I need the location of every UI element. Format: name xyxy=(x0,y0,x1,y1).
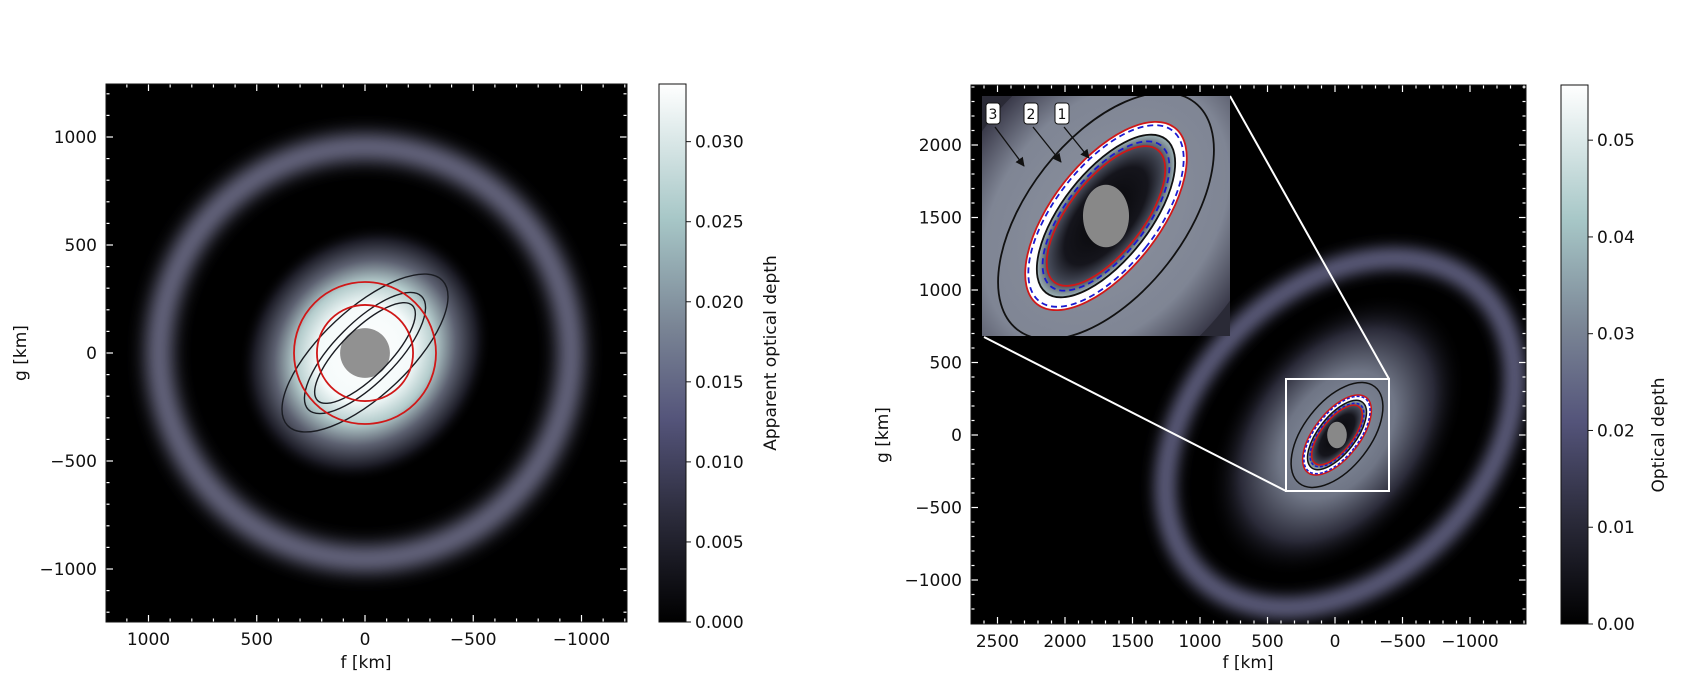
right-colorbar-tick-label: 0.00 xyxy=(1597,615,1635,635)
right-axis-ticks: 2500 2000 1500 1000 500 0 −500 −100020001500100… xyxy=(904,85,1526,652)
red-contour xyxy=(293,281,437,425)
right-colorbar-tick-label: 0.04 xyxy=(1597,228,1635,248)
right-image: 3 2 1 xyxy=(971,85,1526,624)
left-y-tick-label: −1000 xyxy=(39,560,97,580)
right-colorbar-tick-label: 0.05 xyxy=(1597,131,1635,151)
left-colorbar xyxy=(658,83,687,623)
right-x-tick-label: −500 xyxy=(1379,632,1426,652)
right-y-tick-label: 2000 xyxy=(919,136,962,156)
red-contour xyxy=(1301,394,1373,476)
right-colorbar-label: Optical depth xyxy=(1649,378,1669,493)
right-y-tick-label: −500 xyxy=(915,499,962,519)
left-outer-ring xyxy=(146,134,584,572)
right-y-tick-label: 1000 xyxy=(919,281,962,301)
left-axes-frame xyxy=(105,83,628,623)
black-contour xyxy=(313,301,417,405)
inset-annotations: 3 2 1 xyxy=(985,102,1090,167)
left-xlabel: f [km] xyxy=(340,653,391,673)
left-x-tick-label: 1000 xyxy=(127,630,170,650)
planet-disk xyxy=(1082,184,1130,248)
planet-disk xyxy=(1327,421,1347,449)
zoom-box xyxy=(1285,378,1390,492)
left-colorbar-tick-label: 0.015 xyxy=(695,373,744,393)
right-x-tick-label: 500 xyxy=(1251,632,1283,652)
red-contour xyxy=(316,304,414,402)
right-y-tick-label: −1000 xyxy=(904,571,962,591)
left-colorbar-tick-label: 0.020 xyxy=(695,293,744,313)
right-y-tick-label: 0 xyxy=(951,426,962,446)
left-axis-ticks: 1000 500 0 −500 −1000 1000 500 0 −500 −1000 xyxy=(39,84,627,650)
right-x-tick-label: 1000 xyxy=(1178,632,1221,652)
right-axes-frame xyxy=(970,84,1527,625)
annotation-label: 1 xyxy=(1058,107,1067,123)
left-colorbar-tick-label: 0.025 xyxy=(695,213,744,233)
left-y-tick-label: 0 xyxy=(86,344,97,364)
right-outer-ring xyxy=(1154,247,1526,619)
right-colorbar-ticks: 0.00 0.01 0.02 0.03 0.04 0.05 xyxy=(1588,131,1635,635)
left-x-tick-label: 0 xyxy=(360,630,371,650)
right-y-tick-label: 500 xyxy=(930,354,962,374)
left-contours xyxy=(281,273,449,433)
left-y-tick-label: 500 xyxy=(65,236,97,256)
left-colorbar-tick-label: 0.030 xyxy=(695,133,744,153)
left-colorbar-tick-label: 0.000 xyxy=(695,613,744,633)
right-colorbar-tick-label: 0.02 xyxy=(1597,421,1635,441)
left-colorbar-tick-label: 0.005 xyxy=(695,533,744,553)
left-ylabel: g [km] xyxy=(11,325,31,381)
right-contours xyxy=(1290,381,1384,489)
right-x-tick-label: 1500 xyxy=(1111,632,1154,652)
left-y-tick-label: 1000 xyxy=(54,128,97,148)
black-contour xyxy=(303,291,427,415)
annotation-label: 3 xyxy=(989,107,998,123)
annotation-arrow xyxy=(1032,126,1062,163)
red-contour xyxy=(1311,404,1363,466)
right-x-tick-label: 2000 xyxy=(1043,632,1086,652)
right-panel: 3 2 1 2500 2000 1500 1000 500 0 −500 −1000 2000 150… xyxy=(873,84,1669,673)
black-contour xyxy=(1290,381,1384,489)
left-panel: 1000 500 0 −500 −1000 1000 500 0 −500 −1000 f [km… xyxy=(11,83,781,673)
right-x-tick-label: 0 xyxy=(1330,632,1341,652)
right-ylabel: g [km] xyxy=(873,407,893,463)
left-x-tick-label: −1000 xyxy=(553,630,611,650)
planet-disk xyxy=(340,328,390,378)
black-contour xyxy=(281,273,449,433)
right-y-tick-label: 1500 xyxy=(919,209,962,229)
left-image xyxy=(106,84,627,622)
right-colorbar-tick-label: 0.01 xyxy=(1597,518,1635,538)
black-contour xyxy=(1306,399,1368,471)
inset-contours xyxy=(997,96,1215,336)
red-contour xyxy=(1045,145,1167,287)
annotation-box xyxy=(1023,102,1039,125)
left-colorbar-tick-label: 0.010 xyxy=(695,453,744,473)
blue-dashed-contour xyxy=(1027,124,1185,308)
annotation-box xyxy=(985,102,1001,125)
black-contour xyxy=(1035,133,1177,299)
annotation-arrow xyxy=(1063,126,1090,159)
right-xlabel: f [km] xyxy=(1222,653,1273,673)
left-colorbar-label: Apparent optical depth xyxy=(761,255,781,451)
blue-dashed-contour xyxy=(1041,140,1171,292)
left-y-tick-label: −500 xyxy=(50,452,97,472)
right-colorbar xyxy=(1560,84,1589,625)
right-colorbar-tick-label: 0.03 xyxy=(1597,325,1635,345)
left-colorbar-ticks: 0.000 0.005 0.010 0.015 0.020 0.025 0.030 xyxy=(686,133,744,633)
zoom-connector-bottom xyxy=(983,336,1287,492)
zoom-connector-top xyxy=(1229,95,1390,380)
annotation-arrow xyxy=(994,126,1025,167)
red-contour xyxy=(1024,120,1188,312)
right-x-tick-label: 2500 xyxy=(976,632,1019,652)
right-x-tick-label: −1000 xyxy=(1441,632,1499,652)
annotation-box xyxy=(1054,102,1070,125)
black-contour xyxy=(997,96,1215,336)
left-x-tick-label: 500 xyxy=(241,630,273,650)
inset xyxy=(982,96,1230,336)
annotation-label: 2 xyxy=(1027,107,1036,123)
left-x-tick-label: −500 xyxy=(450,630,497,650)
